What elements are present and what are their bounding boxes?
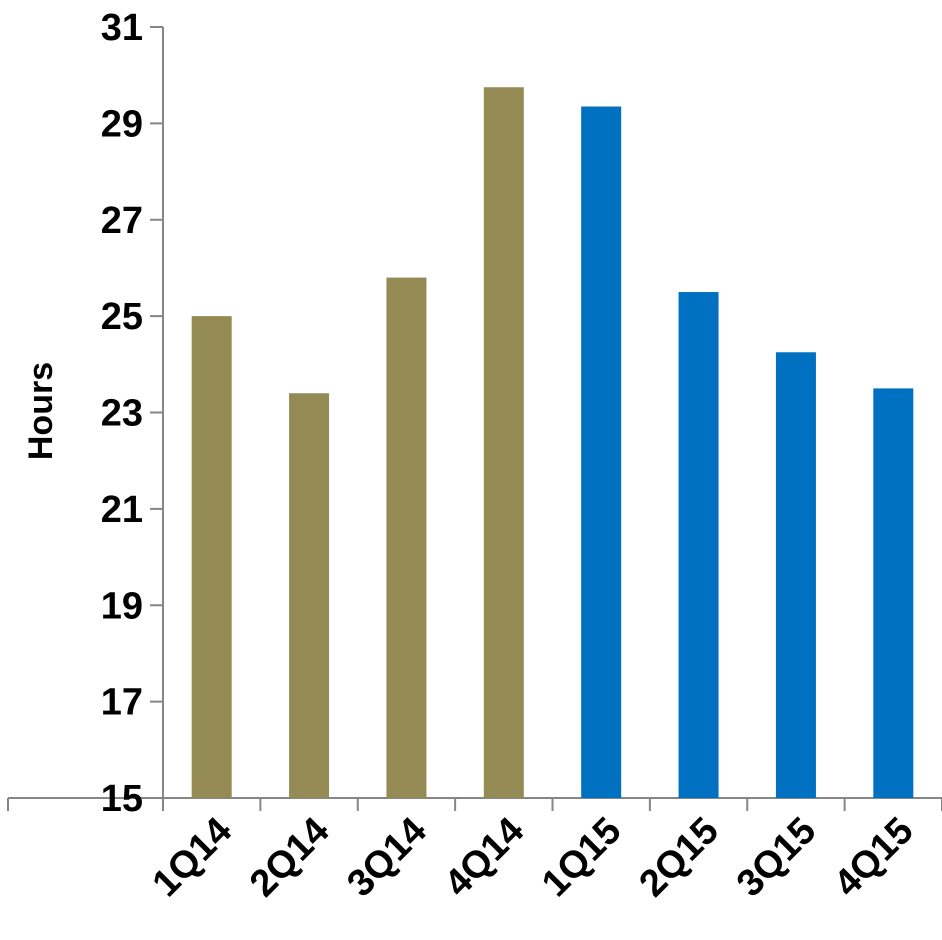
bars-group (191, 87, 914, 798)
x-tick-labels: 1Q14 2Q14 3Q14 4Q14 1Q15 2Q15 3Q15 4Q15 (145, 810, 922, 905)
x-tick-label: 4Q15 (826, 810, 921, 905)
x-tick-label: 4Q14 (437, 810, 532, 905)
y-axis-title: Hours (22, 362, 60, 460)
x-tick-label: 2Q14 (242, 810, 337, 905)
y-tick-label: 23 (101, 393, 143, 435)
x-tick-label: 1Q15 (534, 810, 629, 905)
x-tick-label: 1Q14 (145, 810, 240, 905)
y-tick-label: 25 (101, 296, 143, 338)
y-tick-labels: 15 17 19 21 23 25 27 29 31 (101, 7, 143, 820)
y-tick-label: 27 (101, 200, 143, 242)
y-tick-label: 15 (101, 778, 143, 820)
y-axis (150, 26, 164, 799)
bar-4q14 (483, 87, 524, 798)
bar-3q14 (386, 277, 427, 798)
bar-3q15 (775, 352, 816, 798)
x-tick-label: 3Q14 (339, 810, 434, 905)
x-tick-label: 2Q15 (631, 810, 726, 905)
y-tick-label: 19 (101, 585, 143, 627)
y-tick-label: 29 (101, 103, 143, 145)
bar-1q15 (581, 106, 622, 798)
y-tick-label: 21 (101, 489, 143, 531)
y-tick-label: 31 (101, 7, 143, 49)
bar-4q15 (873, 388, 914, 798)
x-tick-label: 3Q15 (729, 810, 824, 905)
bar-2q15 (678, 292, 719, 798)
y-tick-label: 17 (101, 682, 143, 724)
bar-2q14 (289, 393, 330, 798)
x-axis (7, 797, 942, 811)
bar-1q14 (191, 316, 232, 798)
